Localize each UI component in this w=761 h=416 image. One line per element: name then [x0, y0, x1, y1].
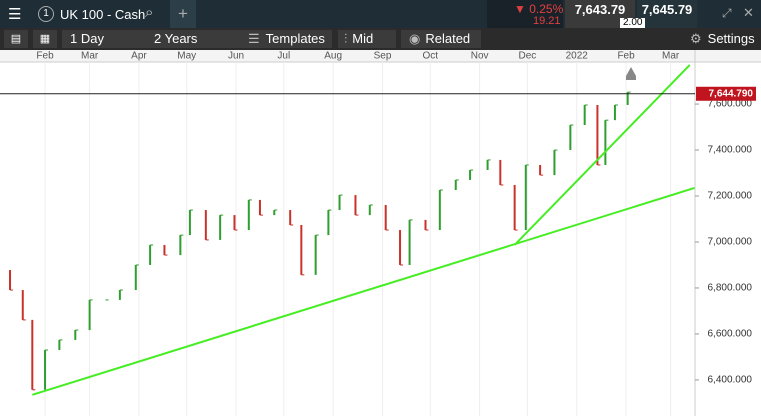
- x-tick-label: Jun: [228, 51, 244, 62]
- y-tick-label: 7,000.000: [708, 237, 753, 248]
- x-tick-label: Dec: [518, 51, 536, 62]
- chart: Feb Mar Apr May Jun Jul Aug Sep Oct Nov Dec 2022 Feb…: [0, 50, 761, 416]
- x-tick-label: Feb: [617, 51, 635, 62]
- x-tick-label: Aug: [324, 51, 342, 62]
- trend-line: [513, 64, 691, 246]
- y-tick-label: 6,800.000: [708, 283, 753, 294]
- x-tick-label: Sep: [374, 51, 392, 62]
- templates-label: Templates: [265, 31, 325, 46]
- toolbar: ▤ ▦ 1 Day 2 Years ☰ Templates ⫶ Mid ◉ Relat…: [0, 28, 761, 50]
- settings-label: Settings: [707, 31, 755, 46]
- x-tick-label: Mar: [662, 51, 680, 62]
- x-tick-label: Jul: [277, 51, 290, 62]
- price-type-label: Mid: [352, 31, 374, 46]
- instrument[interactable]: UK 100 - Cash: [60, 7, 146, 22]
- settings-button[interactable]: ⚙ Settings: [676, 30, 761, 48]
- close-icon[interactable]: ✕: [743, 5, 754, 20]
- y-tick-label: 6,400.000: [708, 375, 753, 386]
- y-tick-label: 7,600.000: [708, 99, 753, 110]
- current-price-box: [696, 86, 756, 101]
- y-tick-label: 7,200.000: [708, 191, 753, 202]
- change-points: 19.21: [533, 15, 561, 27]
- x-tick-label: Apr: [131, 51, 147, 62]
- top-bar: ☰ 1 UK 100 - Cash ⌕ + ▼ 0.25% 19.21 7,64…: [0, 0, 761, 28]
- x-tick-label: Nov: [471, 51, 489, 62]
- change-percent-value: 0.25%: [529, 2, 564, 16]
- x-tick-label: 2022: [566, 51, 589, 62]
- x-axis-band: [0, 50, 761, 62]
- x-tick-label: Mar: [81, 51, 99, 62]
- trend-line: [32, 187, 695, 396]
- current-price-label: 7,644.790: [709, 88, 754, 99]
- templates-button[interactable]: ☰ Templates: [240, 30, 332, 48]
- menu-icon[interactable]: ☰: [8, 6, 22, 23]
- spread: 2.00: [620, 18, 646, 28]
- panel-number[interactable]: 1: [38, 6, 54, 22]
- related-button[interactable]: ◉ Related: [401, 30, 481, 48]
- ask[interactable]: 7,645.79: [637, 0, 697, 28]
- change-box: [487, 0, 563, 28]
- range[interactable]: 2 Years: [146, 30, 240, 48]
- x-tick-label: Oct: [422, 51, 438, 62]
- add-tab[interactable]: +: [170, 0, 196, 28]
- y-tick-label: 7,400.000: [708, 145, 753, 156]
- marker-icon: [626, 67, 636, 80]
- list-icon[interactable]: ▤: [4, 30, 28, 48]
- layout-icon[interactable]: ▦: [33, 30, 57, 48]
- x-tick-label: May: [177, 51, 196, 62]
- price-type-button[interactable]: ⫶ Mid: [338, 30, 396, 48]
- related-label: Related: [425, 31, 471, 46]
- expand-icon[interactable]: ⤢: [722, 6, 732, 20]
- change-percent: ▼ 0.25%: [514, 2, 564, 16]
- x-tick-label: Feb: [36, 51, 54, 62]
- interval[interactable]: 1 Day: [62, 30, 152, 48]
- y-tick-label: 6,600.000: [708, 329, 753, 340]
- search-icon[interactable]: ⌕: [145, 4, 154, 21]
